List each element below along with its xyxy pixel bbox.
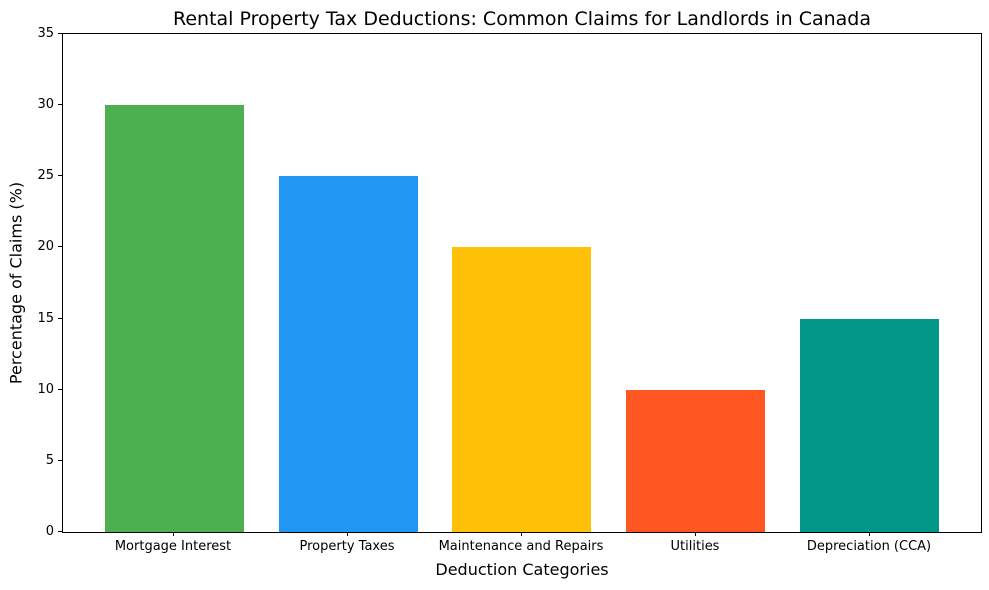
- x-axis-label: Deduction Categories: [435, 560, 609, 579]
- y-tick-label: 10: [37, 382, 54, 397]
- y-tick-label: 5: [45, 453, 54, 468]
- x-tick-mark: [869, 532, 870, 536]
- chart-title: Rental Property Tax Deductions: Common C…: [173, 8, 871, 30]
- x-tick-label-property-taxes: Property Taxes: [299, 539, 395, 554]
- y-tick-mark: [58, 389, 62, 390]
- x-tick-label-depreciation-cca: Depreciation (CCA): [806, 539, 932, 554]
- x-tick-mark: [695, 532, 696, 536]
- y-tick-mark: [58, 104, 62, 105]
- y-tick-label: 0: [45, 524, 54, 539]
- y-axis-label: Percentage of Claims (%): [6, 181, 26, 385]
- y-tick-label: 25: [37, 168, 54, 183]
- y-tick-mark: [58, 460, 62, 461]
- y-tick-mark: [58, 531, 62, 532]
- bar-property-taxes: [279, 176, 418, 532]
- bar-maintenance-and-repairs: [452, 247, 591, 532]
- y-tick-mark: [58, 246, 62, 247]
- bar-depreciation-cca: [800, 319, 939, 532]
- x-tick-label-maintenance-and-repairs: Maintenance and Repairs: [438, 539, 604, 554]
- bar-utilities: [626, 390, 765, 532]
- y-tick-mark: [58, 175, 62, 176]
- y-tick-label: 20: [37, 239, 54, 254]
- y-tick-mark: [58, 33, 62, 34]
- y-tick-label: 35: [37, 26, 54, 41]
- x-tick-mark: [521, 532, 522, 536]
- y-tick-label: 15: [37, 311, 54, 326]
- x-tick-mark: [347, 532, 348, 536]
- x-tick-label-mortgage-interest: Mortgage Interest: [114, 539, 232, 554]
- y-tick-label: 30: [37, 97, 54, 112]
- x-tick-mark: [173, 532, 174, 536]
- x-tick-label-utilities: Utilities: [670, 539, 720, 554]
- plot-area: [62, 33, 982, 533]
- bar-mortgage-interest: [105, 105, 244, 532]
- y-tick-mark: [58, 318, 62, 319]
